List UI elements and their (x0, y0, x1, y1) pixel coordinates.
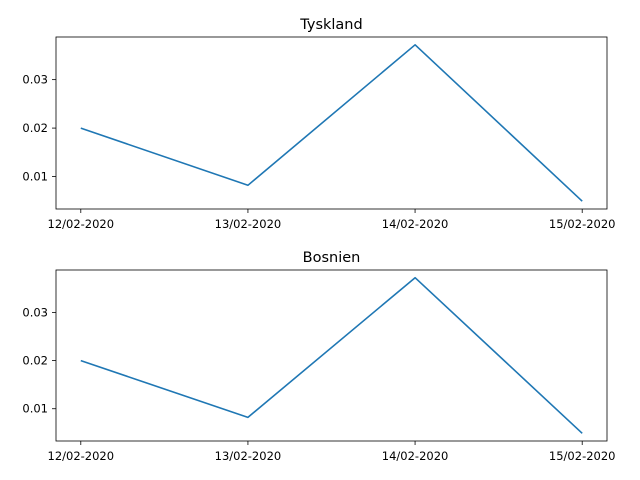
chart-title: Bosnien (303, 250, 361, 266)
x-tick-label: 13/02-2020 (215, 449, 282, 463)
x-tick-label: 13/02-2020 (215, 217, 282, 231)
plot-frame (55, 36, 608, 210)
y-tick-label: 0.01 (22, 402, 48, 416)
chart-title: Tyskland (299, 17, 362, 33)
series-line (80, 43, 583, 202)
subplot-bosnien: Bosnien 0.01 0.02 0.03 12/02-2020 13/02-2020… (22, 250, 615, 463)
y-tick-label: 0.02 (22, 121, 48, 135)
plot-frame (55, 269, 608, 442)
x-tick-label: 12/02-2020 (48, 217, 115, 231)
plot-marks: 0.01 0.02 0.03 12/02-2020 13/02-2020 14/02-20… (22, 43, 616, 231)
y-tick-label: 0.01 (22, 170, 48, 184)
y-tick-label: 0.03 (22, 305, 48, 319)
x-tick-label: 12/02-2020 (48, 449, 115, 463)
x-tick-label: 15/02-2020 (549, 449, 616, 463)
y-tick-label: 0.02 (22, 354, 48, 368)
x-tick-label: 15/02-2020 (549, 217, 616, 231)
series-line (80, 276, 583, 434)
plot-marks: 0.01 0.02 0.03 12/02-2020 13/02-2020 14/02-20… (22, 276, 616, 463)
y-tick-label: 0.03 (22, 73, 48, 87)
subplot-tyskland: Tyskland 0.01 0.02 0.03 12/02-2020 13/02-202… (22, 17, 615, 231)
x-tick-label: 14/02-2020 (382, 217, 449, 231)
x-tick-label: 14/02-2020 (382, 449, 449, 463)
